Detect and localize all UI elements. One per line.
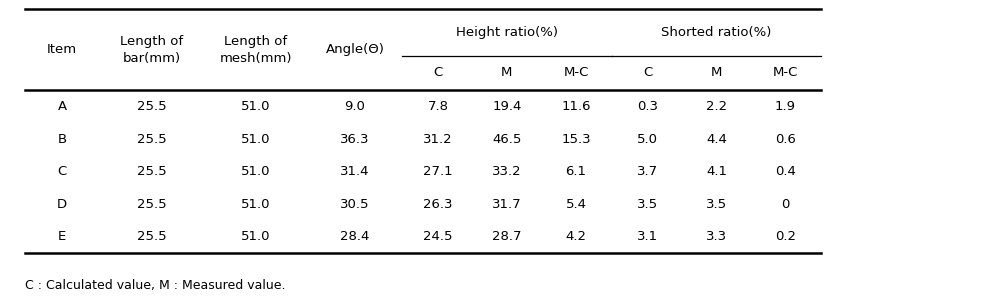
Text: 28.7: 28.7: [493, 230, 521, 243]
Text: 51.0: 51.0: [241, 100, 270, 113]
Text: 0.2: 0.2: [775, 230, 796, 243]
Text: 3.1: 3.1: [637, 230, 658, 243]
Text: 9.0: 9.0: [345, 100, 365, 113]
Text: 2.2: 2.2: [706, 100, 727, 113]
Text: 51.0: 51.0: [241, 165, 270, 178]
Text: 51.0: 51.0: [241, 230, 270, 243]
Text: 7.8: 7.8: [427, 100, 449, 113]
Text: 25.5: 25.5: [137, 165, 166, 178]
Text: E: E: [58, 230, 67, 243]
Text: 11.6: 11.6: [561, 100, 591, 113]
Text: 4.4: 4.4: [706, 132, 727, 146]
Text: Length of
bar(mm): Length of bar(mm): [120, 35, 183, 65]
Text: 46.5: 46.5: [493, 132, 521, 146]
Text: Height ratio(%): Height ratio(%): [456, 26, 558, 39]
Text: M-C: M-C: [773, 67, 798, 79]
Text: 24.5: 24.5: [423, 230, 453, 243]
Text: 0.3: 0.3: [637, 100, 658, 113]
Text: Length of
mesh(mm): Length of mesh(mm): [219, 35, 292, 65]
Text: A: A: [58, 100, 67, 113]
Text: 25.5: 25.5: [137, 132, 166, 146]
Text: 6.1: 6.1: [565, 165, 587, 178]
Text: D: D: [57, 197, 68, 211]
Text: M-C: M-C: [563, 67, 589, 79]
Text: 3.3: 3.3: [706, 230, 727, 243]
Text: 0.4: 0.4: [775, 165, 796, 178]
Text: 0: 0: [781, 197, 789, 211]
Text: 3.7: 3.7: [637, 165, 658, 178]
Text: 31.4: 31.4: [341, 165, 369, 178]
Text: 28.4: 28.4: [341, 230, 369, 243]
Text: Angle(Θ): Angle(Θ): [326, 43, 384, 56]
Text: 36.3: 36.3: [341, 132, 369, 146]
Text: 31.7: 31.7: [493, 197, 521, 211]
Text: C : Calculated value, M : Measured value.: C : Calculated value, M : Measured value…: [25, 279, 285, 293]
Text: 4.2: 4.2: [565, 230, 587, 243]
Text: C: C: [433, 67, 443, 79]
Text: 27.1: 27.1: [423, 165, 453, 178]
Text: 25.5: 25.5: [137, 100, 166, 113]
Text: Item: Item: [47, 43, 77, 56]
Text: 4.1: 4.1: [706, 165, 727, 178]
Text: 0.6: 0.6: [775, 132, 796, 146]
Text: 26.3: 26.3: [423, 197, 453, 211]
Text: 5.0: 5.0: [637, 132, 658, 146]
Text: 19.4: 19.4: [493, 100, 521, 113]
Text: M: M: [711, 67, 722, 79]
Text: M: M: [501, 67, 512, 79]
Text: 25.5: 25.5: [137, 230, 166, 243]
Text: 3.5: 3.5: [706, 197, 727, 211]
Text: 1.9: 1.9: [775, 100, 796, 113]
Text: B: B: [58, 132, 67, 146]
Text: 30.5: 30.5: [341, 197, 369, 211]
Text: 25.5: 25.5: [137, 197, 166, 211]
Text: 15.3: 15.3: [561, 132, 591, 146]
Text: 5.4: 5.4: [565, 197, 587, 211]
Text: Shorted ratio(%): Shorted ratio(%): [661, 26, 772, 39]
Text: 3.5: 3.5: [637, 197, 658, 211]
Text: 31.2: 31.2: [423, 132, 453, 146]
Text: 51.0: 51.0: [241, 132, 270, 146]
Text: C: C: [58, 165, 67, 178]
Text: 51.0: 51.0: [241, 197, 270, 211]
Text: C: C: [642, 67, 652, 79]
Text: 33.2: 33.2: [493, 165, 521, 178]
